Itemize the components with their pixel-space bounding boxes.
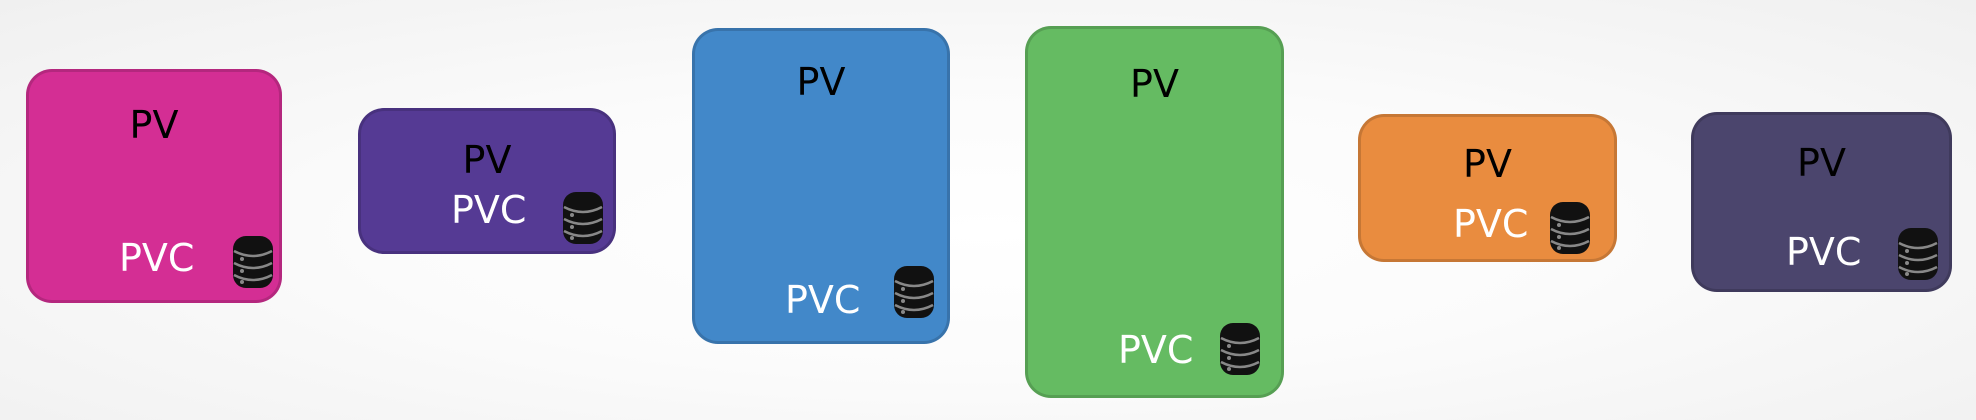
pvc-label: PVC bbox=[1118, 328, 1194, 372]
pvc-label: PVC bbox=[451, 188, 527, 232]
database-icon bbox=[894, 266, 934, 318]
database-icon bbox=[1898, 228, 1938, 280]
pv-box-5: PV PVC bbox=[1358, 114, 1617, 262]
database-icon bbox=[1220, 323, 1260, 375]
pvc-label: PVC bbox=[785, 278, 861, 322]
pv-label: PV bbox=[129, 103, 179, 147]
pv-label: PV bbox=[1463, 142, 1512, 186]
database-icon bbox=[1550, 202, 1590, 254]
pv-label: PV bbox=[1130, 62, 1179, 106]
pv-box-4: PV PVC bbox=[1025, 26, 1284, 398]
pvc-label: PVC bbox=[1453, 202, 1529, 246]
pv-label: PV bbox=[462, 138, 512, 182]
pv-label: PV bbox=[796, 60, 846, 104]
database-icon bbox=[563, 192, 603, 244]
pv-label: PV bbox=[1797, 141, 1846, 185]
pvc-label: PVC bbox=[119, 236, 195, 280]
pv-box-3: PV PVC bbox=[692, 28, 950, 344]
database-icon bbox=[233, 236, 273, 288]
pv-box-1: PV PVC bbox=[26, 69, 282, 303]
pvc-label: PVC bbox=[1786, 230, 1862, 274]
pv-box-2: PV PVC bbox=[358, 108, 616, 254]
pv-box-6: PV PVC bbox=[1691, 112, 1952, 292]
